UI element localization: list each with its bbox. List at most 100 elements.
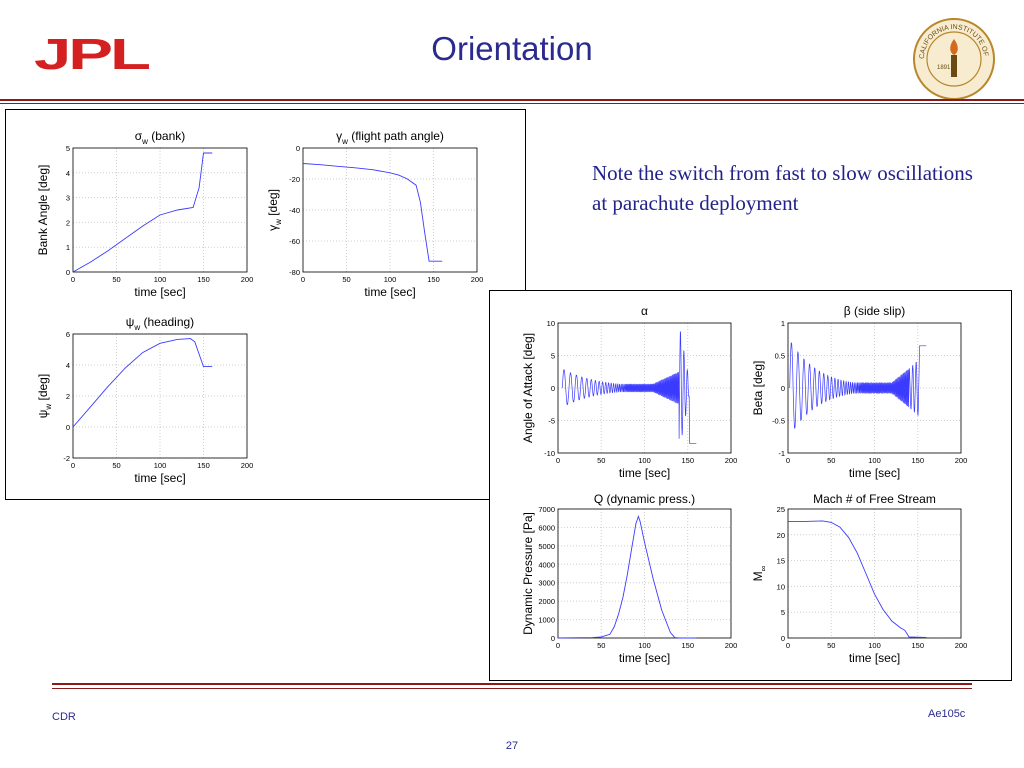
x-axis-label: time [sec] xyxy=(134,285,185,299)
chart-title: γw (flight path angle) xyxy=(336,129,444,146)
y-tick-label: 1 xyxy=(781,319,785,328)
chart-title-text: (heading) xyxy=(140,315,194,329)
y-tick-label: 0 xyxy=(296,144,300,153)
chart-title-symbol: β xyxy=(844,304,851,318)
y-tick-label: 5 xyxy=(551,352,555,361)
x-tick-label: 50 xyxy=(342,275,350,284)
y-tick-label: 2 xyxy=(66,392,70,401)
y-tick-label: 0.5 xyxy=(775,352,785,361)
aero-angles-panel: 0 50 100 150 200 -10 -5 0 5 10 α time [sec] Angle of… xyxy=(489,290,1012,681)
x-tick-label: 50 xyxy=(597,456,605,465)
y-axis-label-symbol: γ xyxy=(266,225,280,231)
x-tick-label: 150 xyxy=(911,641,924,650)
y-tick-label: 0 xyxy=(781,634,785,643)
y-tick-label: 6 xyxy=(66,330,70,339)
y-tick-label: 0 xyxy=(66,423,70,432)
y-tick-label: -60 xyxy=(289,237,300,246)
chart-mach: 0 50 100 150 200 0 5 10 15 20 25 Mach # of Free Str… xyxy=(751,492,967,665)
y-tick-label: 2 xyxy=(66,218,70,227)
y-tick-label: -2 xyxy=(63,454,70,463)
y-tick-label: -0.5 xyxy=(772,417,785,426)
y-axis-label: γw [deg] xyxy=(266,189,283,231)
jpl-logo-text: JPL xyxy=(34,36,150,72)
footer-rule-top xyxy=(52,683,972,685)
x-axis-label: time [sec] xyxy=(619,651,670,665)
series-line xyxy=(302,163,443,262)
x-tick-label: 200 xyxy=(955,641,968,650)
y-tick-label: -5 xyxy=(548,417,555,426)
y-tick-label: 5000 xyxy=(538,542,555,551)
footer-right-text: Ae105c xyxy=(928,708,966,720)
y-axis-label: ψw [deg] xyxy=(36,374,53,418)
wind-angles-panel: 0 50 100 150 200 0 1 2 3 4 5 σw (bank) time [sec] Ban… xyxy=(5,109,526,500)
x-axis-label: time [sec] xyxy=(619,466,670,480)
x-tick-label: 100 xyxy=(384,275,397,284)
series-line xyxy=(789,341,927,430)
seal-year: 1891 xyxy=(937,65,951,71)
chart-title-subscript: w xyxy=(133,323,140,332)
x-axis-label: time [sec] xyxy=(364,285,415,299)
x-tick-label: 0 xyxy=(556,456,560,465)
y-axis-label: Beta [deg] xyxy=(751,361,765,416)
y-tick-label: 0 xyxy=(781,384,785,393)
y-tick-label: 0 xyxy=(66,268,70,277)
y-tick-label: -1 xyxy=(778,449,785,458)
torch-icon xyxy=(951,55,957,77)
y-tick-label: 4 xyxy=(66,169,70,178)
caltech-seal: CALIFORNIA INSTITUTE OF TECHNOLOGY 1891 xyxy=(909,12,996,101)
y-tick-label: 0 xyxy=(551,634,555,643)
x-tick-label: 100 xyxy=(154,461,167,470)
chart-title: β (side slip) xyxy=(844,304,906,318)
plot-frame xyxy=(72,333,248,459)
y-axis-label: Bank Angle [deg] xyxy=(36,165,50,256)
x-axis-label: time [sec] xyxy=(849,466,900,480)
y-tick-label: -10 xyxy=(544,449,555,458)
x-axis-label: time [sec] xyxy=(134,471,185,485)
chart-title-subscript: w xyxy=(141,137,148,146)
x-tick-label: 200 xyxy=(241,461,254,470)
y-axis-label: M∞ xyxy=(751,565,768,581)
y-axis-label: Dynamic Pressure [Pa] xyxy=(521,512,535,635)
x-tick-label: 200 xyxy=(725,641,738,650)
chart-title: Mach # of Free Stream xyxy=(813,492,936,506)
x-tick-label: 100 xyxy=(154,275,167,284)
y-tick-label: 0 xyxy=(551,384,555,393)
x-tick-label: 0 xyxy=(301,275,305,284)
chart-q: 0 50 100 150 2000100020003000400050006000700… xyxy=(521,492,737,665)
x-tick-label: 50 xyxy=(827,641,835,650)
y-tick-label: 3000 xyxy=(538,579,555,588)
chart-title-symbol: ψ xyxy=(126,315,135,329)
chart-title-symbol: σ xyxy=(135,129,143,143)
chart-title-text: (flight path angle) xyxy=(348,129,444,143)
chart-title: σw (bank) xyxy=(135,129,186,146)
y-axis-label: Angle of Attack [deg] xyxy=(521,333,535,443)
y-tick-label: 10 xyxy=(777,582,785,591)
footer-left-text: CDR xyxy=(52,711,76,723)
series-line xyxy=(557,514,697,639)
x-tick-label: 100 xyxy=(638,456,651,465)
y-tick-label: 15 xyxy=(777,557,785,566)
y-tick-label: 6000 xyxy=(538,523,555,532)
x-tick-label: 50 xyxy=(597,641,605,650)
y-tick-label: 3 xyxy=(66,194,70,203)
y-axis-label-subscript: w xyxy=(274,219,283,226)
x-tick-label: 200 xyxy=(471,275,484,284)
x-tick-label: 0 xyxy=(71,275,75,284)
chart-beta: 0 50 100 150 200 -1 -0.5 0 0.5 1 β (side slip) time… xyxy=(751,304,967,480)
x-tick-label: 50 xyxy=(112,461,120,470)
x-tick-label: 0 xyxy=(786,456,790,465)
series-line xyxy=(788,520,927,638)
x-tick-label: 100 xyxy=(868,641,881,650)
x-tick-label: 200 xyxy=(725,456,738,465)
x-tick-label: 150 xyxy=(197,461,210,470)
slide-title: Orientation xyxy=(431,30,593,67)
plot-frame xyxy=(557,508,732,639)
chart-title: Q (dynamic press.) xyxy=(594,492,695,506)
series-line xyxy=(72,338,213,428)
x-axis-label: time [sec] xyxy=(849,651,900,665)
y-tick-label: -40 xyxy=(289,206,300,215)
torch-flame-icon xyxy=(950,39,958,55)
y-tick-label: -80 xyxy=(289,268,300,277)
